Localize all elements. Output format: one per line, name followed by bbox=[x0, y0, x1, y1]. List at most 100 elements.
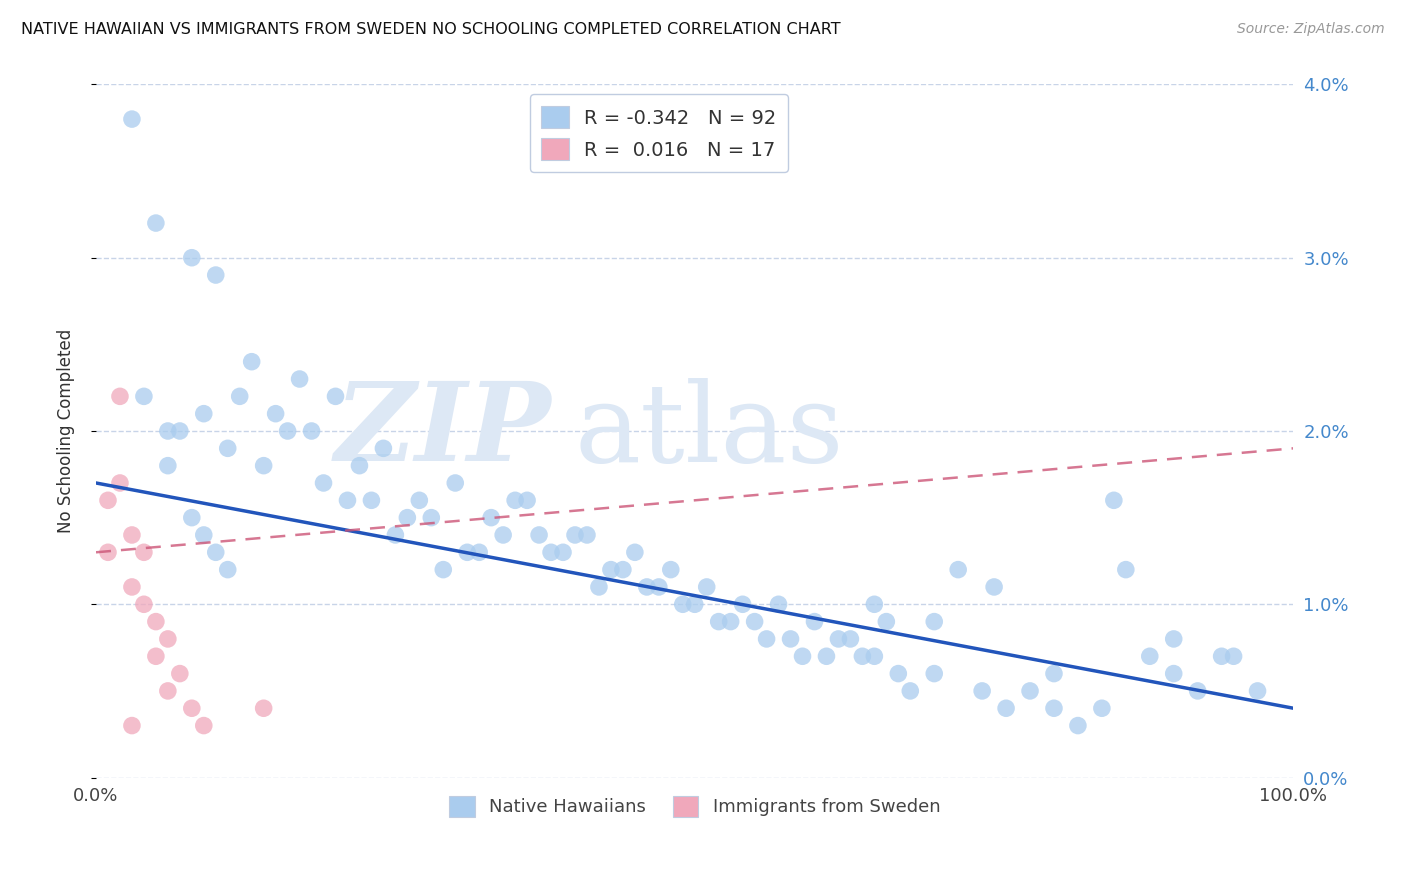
Point bbox=[922, 666, 945, 681]
Point bbox=[97, 545, 120, 559]
Point bbox=[156, 684, 179, 698]
Point bbox=[1163, 632, 1185, 646]
Point bbox=[1091, 701, 1114, 715]
Point bbox=[527, 528, 550, 542]
Point bbox=[851, 649, 873, 664]
Text: ZIP: ZIP bbox=[335, 377, 551, 484]
Point bbox=[145, 649, 167, 664]
Point bbox=[193, 407, 215, 421]
Point bbox=[696, 580, 718, 594]
Point bbox=[336, 493, 359, 508]
Point bbox=[1246, 684, 1268, 698]
Y-axis label: No Schooling Completed: No Schooling Completed bbox=[58, 329, 75, 533]
Point bbox=[1139, 649, 1161, 664]
Point bbox=[396, 510, 419, 524]
Point bbox=[301, 424, 323, 438]
Point bbox=[995, 701, 1018, 715]
Point bbox=[516, 493, 538, 508]
Point bbox=[132, 597, 155, 611]
Point bbox=[373, 442, 395, 456]
Point bbox=[659, 563, 682, 577]
Point bbox=[551, 545, 574, 559]
Point bbox=[672, 597, 695, 611]
Point bbox=[204, 545, 226, 559]
Point bbox=[755, 632, 778, 646]
Point bbox=[863, 649, 886, 664]
Point bbox=[731, 597, 754, 611]
Point bbox=[432, 563, 454, 577]
Point bbox=[121, 580, 143, 594]
Point bbox=[169, 424, 191, 438]
Point bbox=[875, 615, 897, 629]
Point bbox=[600, 563, 623, 577]
Point bbox=[768, 597, 790, 611]
Point bbox=[204, 268, 226, 282]
Point bbox=[1187, 684, 1209, 698]
Legend: Native Hawaiians, Immigrants from Sweden: Native Hawaiians, Immigrants from Sweden bbox=[441, 789, 948, 824]
Point bbox=[228, 389, 250, 403]
Point bbox=[193, 528, 215, 542]
Point bbox=[180, 701, 202, 715]
Point bbox=[253, 458, 276, 473]
Point bbox=[1211, 649, 1233, 664]
Point bbox=[193, 718, 215, 732]
Point bbox=[169, 666, 191, 681]
Point bbox=[707, 615, 730, 629]
Point bbox=[564, 528, 586, 542]
Point bbox=[972, 684, 994, 698]
Point bbox=[803, 615, 825, 629]
Point bbox=[253, 701, 276, 715]
Point bbox=[325, 389, 347, 403]
Point bbox=[744, 615, 766, 629]
Point bbox=[636, 580, 658, 594]
Point bbox=[180, 510, 202, 524]
Point bbox=[492, 528, 515, 542]
Point bbox=[1043, 666, 1066, 681]
Point bbox=[121, 718, 143, 732]
Point bbox=[277, 424, 299, 438]
Point bbox=[456, 545, 478, 559]
Point bbox=[827, 632, 849, 646]
Point bbox=[588, 580, 610, 594]
Point bbox=[1102, 493, 1125, 508]
Point bbox=[156, 424, 179, 438]
Text: atlas: atlas bbox=[575, 377, 845, 484]
Point bbox=[575, 528, 598, 542]
Point bbox=[420, 510, 443, 524]
Point bbox=[683, 597, 706, 611]
Point bbox=[983, 580, 1005, 594]
Point bbox=[121, 528, 143, 542]
Point bbox=[898, 684, 921, 698]
Point bbox=[312, 475, 335, 490]
Point bbox=[887, 666, 910, 681]
Point bbox=[217, 563, 239, 577]
Point bbox=[922, 615, 945, 629]
Point bbox=[503, 493, 526, 508]
Point bbox=[1222, 649, 1244, 664]
Point bbox=[156, 458, 179, 473]
Point bbox=[1163, 666, 1185, 681]
Text: NATIVE HAWAIIAN VS IMMIGRANTS FROM SWEDEN NO SCHOOLING COMPLETED CORRELATION CHA: NATIVE HAWAIIAN VS IMMIGRANTS FROM SWEDE… bbox=[21, 22, 841, 37]
Point bbox=[360, 493, 382, 508]
Point bbox=[1115, 563, 1137, 577]
Point bbox=[145, 615, 167, 629]
Point bbox=[132, 545, 155, 559]
Point bbox=[612, 563, 634, 577]
Point bbox=[156, 632, 179, 646]
Point bbox=[349, 458, 371, 473]
Point bbox=[408, 493, 430, 508]
Point bbox=[145, 216, 167, 230]
Point bbox=[132, 389, 155, 403]
Point bbox=[264, 407, 287, 421]
Point bbox=[720, 615, 742, 629]
Point bbox=[384, 528, 406, 542]
Point bbox=[863, 597, 886, 611]
Point bbox=[1067, 718, 1090, 732]
Point bbox=[468, 545, 491, 559]
Point bbox=[108, 475, 131, 490]
Point bbox=[779, 632, 801, 646]
Point bbox=[217, 442, 239, 456]
Point bbox=[121, 112, 143, 127]
Point bbox=[815, 649, 838, 664]
Point bbox=[108, 389, 131, 403]
